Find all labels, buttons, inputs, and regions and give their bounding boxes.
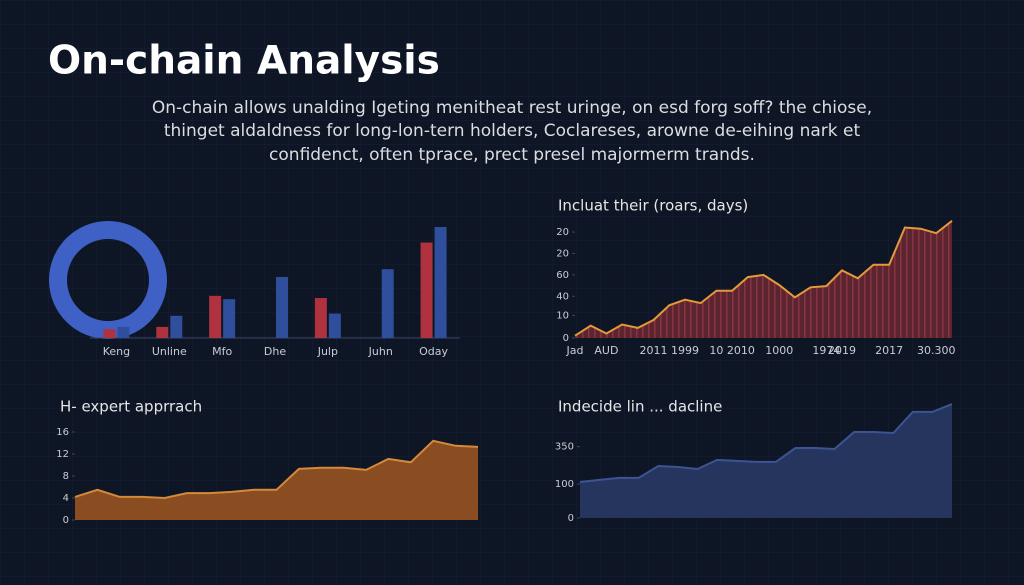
chart-title: H- expert apprrach	[60, 398, 202, 416]
bar	[223, 299, 236, 338]
y-tick-label: 12	[56, 449, 69, 460]
x-tick-label: 2019	[828, 344, 856, 357]
y-tick-label: 40	[556, 291, 569, 302]
line	[574, 220, 953, 337]
x-tick-label: Keng	[103, 345, 130, 358]
bar	[276, 276, 288, 338]
bar	[117, 326, 130, 338]
y-tick-label: 10	[556, 310, 569, 321]
bar	[103, 329, 116, 338]
bar	[420, 242, 433, 338]
page-title: On-chain Analysis	[48, 39, 440, 84]
bar	[314, 298, 327, 338]
y-tick-label: 0	[63, 515, 69, 526]
y-tick-label: 0	[568, 513, 574, 524]
x-tick-label: Jad	[566, 344, 584, 357]
x-tick-label: 1000	[765, 344, 793, 357]
bar	[381, 269, 394, 338]
x-tick-label: Julp	[317, 345, 338, 358]
y-tick-label: 20	[556, 248, 569, 259]
area	[75, 440, 478, 520]
x-tick-label: 1999	[671, 344, 699, 357]
x-tick-label: Dhe	[264, 345, 286, 358]
x-tick-label: Mfo	[212, 345, 232, 358]
line	[74, 439, 479, 500]
x-tick-label: 2011	[640, 344, 668, 357]
bar	[170, 315, 183, 338]
bar	[328, 313, 341, 338]
y-tick-label: 60	[556, 270, 569, 281]
bar	[434, 227, 447, 338]
y-tick-label: 4	[63, 493, 69, 504]
y-tick-label: 16	[56, 427, 69, 438]
description: On-chain allows unalding Igeting menithe…	[152, 98, 872, 118]
y-tick-label: 8	[63, 471, 69, 482]
x-tick-label: 2017	[875, 344, 903, 357]
x-tick-label: Oday	[419, 345, 448, 358]
description: confidenct, often tprace, prect presel m…	[269, 145, 755, 165]
y-tick-label: 0	[563, 333, 569, 344]
bar	[209, 295, 222, 338]
x-tick-label: Unline	[152, 345, 187, 358]
line	[579, 403, 953, 483]
y-tick-label: 20	[556, 227, 569, 238]
description: thinget aldaldness for long-lon-tern hol…	[164, 121, 861, 141]
y-tick-label: 350	[555, 442, 574, 453]
x-tick-label: 30.300	[917, 344, 956, 357]
x-tick-label: 1974	[812, 344, 840, 357]
x-tick-label: 10 2010	[709, 344, 755, 357]
chart-title: Indecide lin ... dacline	[558, 398, 722, 416]
x-tick-label: Juhn	[368, 345, 393, 358]
area	[575, 220, 952, 338]
y-tick-label: 100	[555, 479, 574, 490]
bar	[156, 326, 169, 338]
x-tick-label: AUD	[594, 344, 618, 357]
chart-title: Incluat their (roars, days)	[558, 197, 748, 215]
